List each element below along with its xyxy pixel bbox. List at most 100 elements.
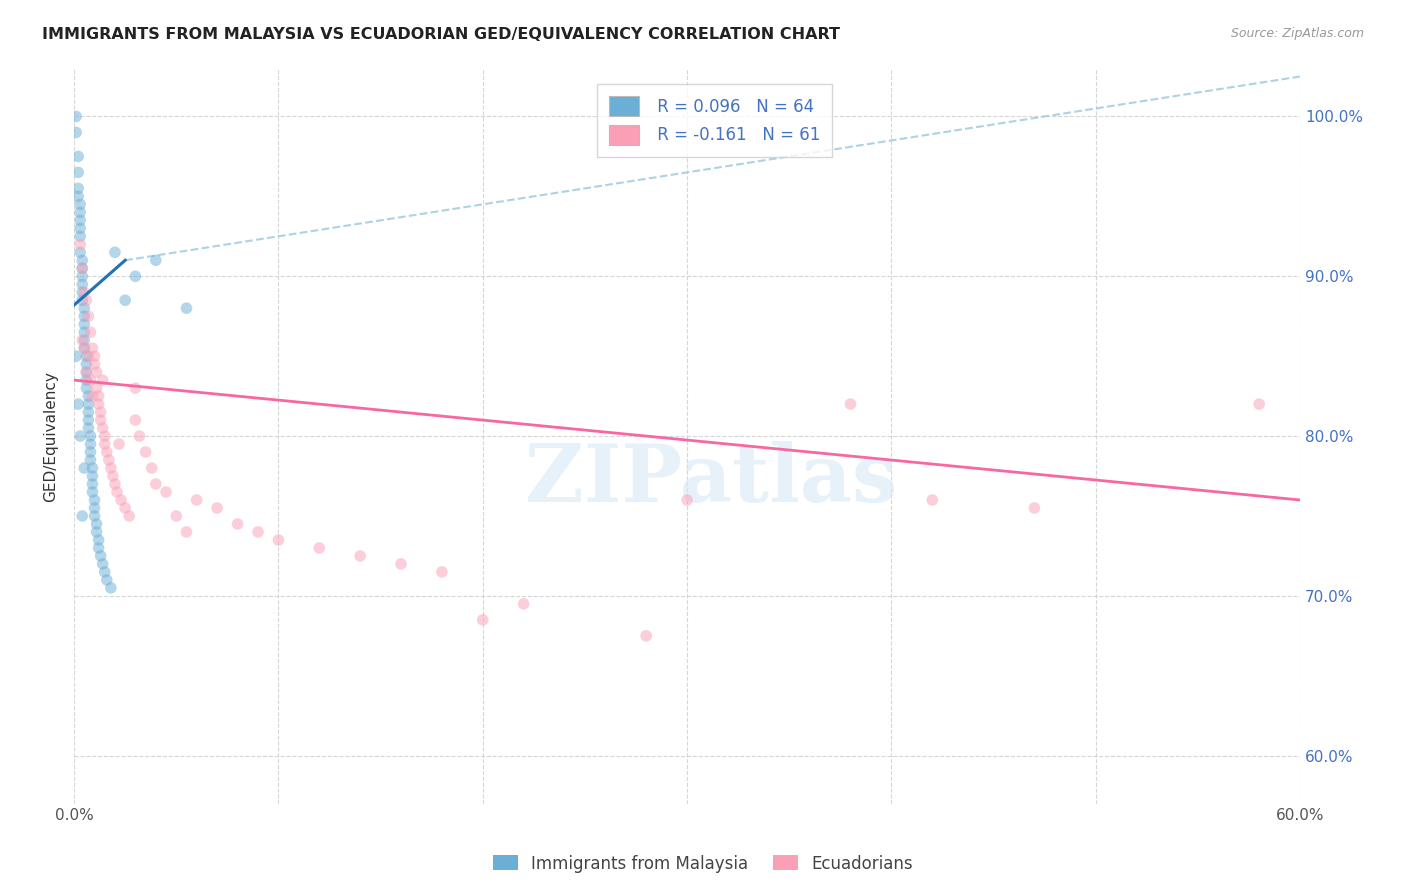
Point [91,557,114,571]
Point [145,477,167,491]
Point [430,565,453,579]
Point [77,389,100,403]
Point [512,597,534,611]
Point [72,277,94,292]
Point [82,341,104,355]
Point [90,549,112,563]
Point [86,381,108,395]
Point [145,253,167,268]
Point [676,493,699,508]
Point [73,461,96,475]
Point [79,373,101,387]
Point [73,301,96,316]
Point [72,508,94,523]
Point [72,261,94,276]
Point [124,381,146,395]
Point [308,541,330,555]
Point [72,253,94,268]
Point [141,461,163,475]
Point [118,508,141,523]
Point [91,373,114,387]
Point [91,421,114,435]
Point [73,325,96,339]
Point [67,189,90,203]
Point [105,485,128,500]
Point [267,533,290,547]
Point [471,613,494,627]
Point [69,229,91,244]
Point [82,461,104,475]
Point [389,557,412,571]
Point [69,205,91,219]
Point [73,310,96,324]
Point [75,349,97,363]
Point [135,445,157,459]
Point [155,485,177,500]
Point [72,269,94,284]
Point [75,381,97,395]
Point [75,365,97,379]
Point [110,493,132,508]
Point [72,285,94,300]
Point [93,429,115,443]
Point [77,413,100,427]
Point [101,469,124,483]
Point [73,333,96,347]
Legend: Immigrants from Malaysia, Ecuadorians: Immigrants from Malaysia, Ecuadorians [486,848,920,880]
Point [77,421,100,435]
Point [79,429,101,443]
Point [100,461,122,475]
Point [114,500,136,515]
Point [73,341,96,355]
Point [65,349,87,363]
Point [636,629,658,643]
Point [96,445,118,459]
Point [75,293,97,308]
Point [75,357,97,371]
Point [1024,500,1046,515]
Point [97,453,120,467]
Point [79,453,101,467]
Text: ZIPatlas: ZIPatlas [526,442,897,519]
Point [86,524,108,539]
Point [921,493,943,508]
Point [73,317,96,331]
Point [83,349,105,363]
Point [87,533,110,547]
Point [124,413,146,427]
Point [79,437,101,451]
Point [77,310,100,324]
Point [1249,397,1271,411]
Point [75,365,97,379]
Legend:  R = 0.096   N = 64,  R = -0.161   N = 61: R = 0.096 N = 64, R = -0.161 N = 61 [598,84,832,156]
Point [83,500,105,515]
Point [93,565,115,579]
Point [165,508,187,523]
Point [87,389,110,403]
Point [69,429,91,443]
Point [83,508,105,523]
Point [73,341,96,355]
Point [72,293,94,308]
Point [349,549,371,563]
Point [69,213,91,227]
Point [82,389,104,403]
Point [75,373,97,387]
Point [83,493,105,508]
Point [69,221,91,235]
Text: IMMIGRANTS FROM MALAYSIA VS ECUADORIAN GED/EQUIVALENCY CORRELATION CHART: IMMIGRANTS FROM MALAYSIA VS ECUADORIAN G… [42,27,841,42]
Point [77,349,100,363]
Point [65,110,87,124]
Point [67,397,90,411]
Point [246,524,269,539]
Point [839,397,862,411]
Point [72,333,94,347]
Point [83,357,105,371]
Point [93,437,115,451]
Point [67,165,90,179]
Point [82,469,104,483]
Point [205,500,228,515]
Point [176,301,198,316]
Point [186,493,208,508]
Point [86,365,108,379]
